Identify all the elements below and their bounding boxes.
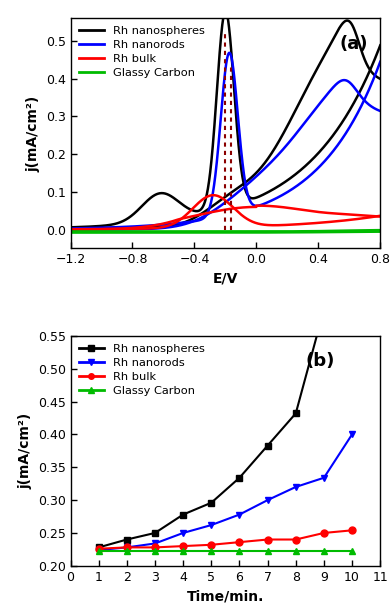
Rh bulk — [181, 542, 185, 550]
Rh bulk — [350, 526, 354, 534]
Glassy Carbon — [209, 547, 214, 555]
Rh bulk — [321, 530, 326, 537]
Rh nanospheres — [125, 536, 129, 543]
Line: Rh bulk: Rh bulk — [95, 527, 356, 552]
Rh nanorods — [96, 546, 101, 554]
Rh nanorods — [181, 530, 185, 537]
Rh bulk — [96, 545, 101, 552]
Rh bulk — [294, 536, 298, 543]
Line: Rh nanospheres: Rh nanospheres — [95, 280, 356, 551]
Rh nanorods — [209, 522, 214, 529]
Rh bulk — [209, 541, 214, 549]
Rh nanorods — [125, 544, 129, 551]
Glassy Carbon — [321, 547, 326, 555]
Rh nanospheres — [237, 474, 242, 482]
Rh nanospheres — [294, 410, 298, 417]
Rh nanorods — [237, 511, 242, 518]
Rh nanospheres — [350, 280, 354, 287]
Rh nanorods — [321, 474, 326, 482]
Rh bulk — [265, 536, 270, 543]
Y-axis label: j(mA/cm²): j(mA/cm²) — [18, 413, 32, 489]
Rh bulk — [237, 539, 242, 546]
Glassy Carbon — [125, 547, 129, 555]
X-axis label: E/V: E/V — [213, 272, 238, 286]
Rh nanospheres — [152, 530, 157, 537]
Glassy Carbon — [96, 547, 101, 555]
Rh bulk — [152, 544, 157, 551]
Rh nanorods — [294, 483, 298, 491]
Rh nanorods — [350, 430, 354, 438]
Y-axis label: j(mA/cm²): j(mA/cm²) — [26, 95, 40, 172]
Text: (a): (a) — [340, 34, 368, 52]
Legend: Rh nanospheres, Rh nanorods, Rh bulk, Glassy Carbon: Rh nanospheres, Rh nanorods, Rh bulk, Gl… — [76, 24, 207, 81]
Glassy Carbon — [152, 547, 157, 555]
Line: Rh nanorods: Rh nanorods — [95, 431, 356, 554]
Rh nanorods — [265, 496, 270, 504]
Glassy Carbon — [181, 547, 185, 555]
Glassy Carbon — [237, 547, 242, 555]
X-axis label: Time/min.: Time/min. — [187, 589, 264, 603]
Glassy Carbon — [294, 547, 298, 555]
Rh bulk — [125, 544, 129, 551]
Rh nanospheres — [209, 499, 214, 506]
Rh nanospheres — [181, 511, 185, 518]
Glassy Carbon — [350, 547, 354, 555]
Rh nanorods — [152, 540, 157, 547]
Text: (b): (b) — [306, 352, 335, 370]
Line: Glassy Carbon: Glassy Carbon — [95, 548, 356, 555]
Glassy Carbon — [265, 547, 270, 555]
Legend: Rh nanospheres, Rh nanorods, Rh bulk, Glassy Carbon: Rh nanospheres, Rh nanorods, Rh bulk, Gl… — [76, 341, 207, 398]
Rh nanospheres — [265, 442, 270, 449]
Rh nanospheres — [96, 544, 101, 551]
Rh nanospheres — [321, 306, 326, 313]
